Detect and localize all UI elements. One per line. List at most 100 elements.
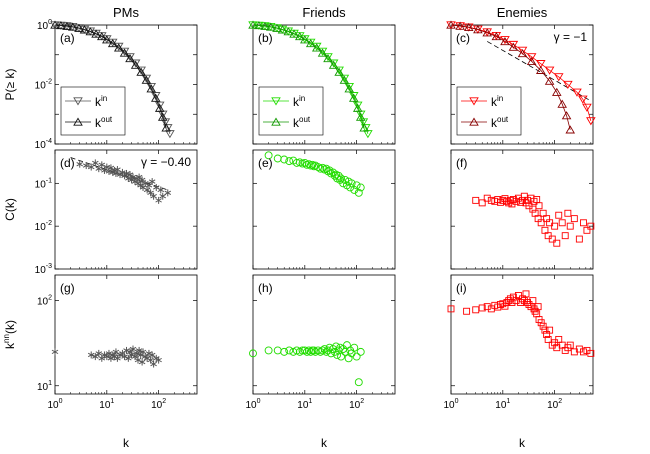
data-point <box>455 21 465 30</box>
data-point <box>311 43 322 52</box>
data-point <box>248 20 258 29</box>
data-point <box>354 188 363 197</box>
data-point <box>355 112 366 121</box>
data-point <box>85 27 96 36</box>
panel-label-h: (h) <box>258 281 273 295</box>
panel-label-c: (c) <box>456 31 470 45</box>
data-point <box>76 160 84 168</box>
data-point <box>350 343 359 352</box>
series-kout <box>248 20 369 132</box>
y-axis-label-row-2: C(k) <box>3 198 17 221</box>
data-point <box>285 346 294 355</box>
panel-c: (c) γ = −1 kin kout <box>446 20 596 145</box>
legend: kin kout <box>60 86 126 136</box>
panel-frame <box>252 149 396 270</box>
data-point <box>95 349 103 357</box>
data-point <box>318 163 327 172</box>
data-point <box>578 95 588 104</box>
data-point <box>260 21 270 30</box>
data-point <box>138 358 146 366</box>
data-point <box>580 348 587 356</box>
data-point <box>541 326 549 334</box>
data-point <box>300 346 309 355</box>
data-point <box>524 299 531 306</box>
data-point <box>98 161 106 169</box>
data-point <box>347 179 356 188</box>
data-point <box>548 235 556 243</box>
data-point <box>254 21 264 30</box>
data-point <box>535 202 543 210</box>
data-point <box>553 239 561 247</box>
data-point <box>334 67 344 76</box>
data-point <box>316 347 325 356</box>
data-point <box>337 352 345 361</box>
data-point <box>463 22 474 32</box>
data-point <box>519 295 526 303</box>
data-point <box>529 297 537 305</box>
legend-label: kout <box>95 115 113 130</box>
data-point <box>483 194 491 202</box>
data-point <box>575 235 583 243</box>
data-point <box>143 186 151 194</box>
panel-label-g: (g) <box>60 281 75 295</box>
data-point <box>298 346 307 355</box>
data-point <box>539 209 547 217</box>
data-point <box>352 352 361 361</box>
panel-i: 100 101 102 (i) <box>443 274 595 411</box>
data-point <box>283 27 294 36</box>
data-point <box>141 74 152 83</box>
legend-label: kout <box>491 115 509 130</box>
data-point <box>112 348 120 356</box>
data-point <box>356 347 365 356</box>
legend: kin kout <box>456 86 522 136</box>
data-point <box>517 299 525 306</box>
data-point <box>150 93 161 102</box>
data-point <box>272 23 282 32</box>
data-point <box>524 196 531 204</box>
series-knnk <box>51 345 162 368</box>
panel-label-e: (e) <box>258 156 273 170</box>
data-point <box>544 76 555 85</box>
x-tick-label: 100 <box>47 398 62 411</box>
data-point <box>487 196 495 204</box>
data-point <box>79 25 90 34</box>
data-point <box>317 48 328 57</box>
data-point <box>136 67 146 76</box>
reference-power-law-line <box>487 41 592 102</box>
data-point <box>112 169 120 177</box>
series-line <box>450 24 571 130</box>
data-point <box>587 349 595 357</box>
data-point <box>501 302 509 310</box>
panel-frame <box>252 274 396 395</box>
data-point <box>546 326 554 334</box>
series-Ck <box>76 159 172 204</box>
data-point <box>535 65 546 74</box>
panel-f: (f) <box>450 149 595 270</box>
data-point <box>354 378 363 387</box>
data-point <box>157 186 165 194</box>
panel-e: (e) <box>252 149 396 270</box>
data-point <box>285 157 294 166</box>
data-point <box>535 60 546 69</box>
data-point <box>147 189 154 197</box>
data-point <box>537 219 545 227</box>
data-point <box>539 322 547 330</box>
data-point <box>157 112 168 121</box>
data-point <box>333 351 342 359</box>
data-point <box>344 84 355 93</box>
data-point <box>146 82 157 92</box>
panel-frame <box>54 149 198 270</box>
data-point <box>512 297 520 305</box>
data-point <box>508 299 516 306</box>
panel-frame <box>54 274 198 395</box>
legend-label: kin <box>95 94 107 109</box>
gamma-annotation: γ = −1 <box>554 30 588 44</box>
panel-label-b: (b) <box>258 31 273 45</box>
data-point <box>148 351 156 359</box>
data-point <box>446 20 456 29</box>
data-point <box>472 196 480 204</box>
data-point <box>289 347 298 356</box>
data-point <box>537 319 545 327</box>
legend-marker <box>469 117 479 126</box>
